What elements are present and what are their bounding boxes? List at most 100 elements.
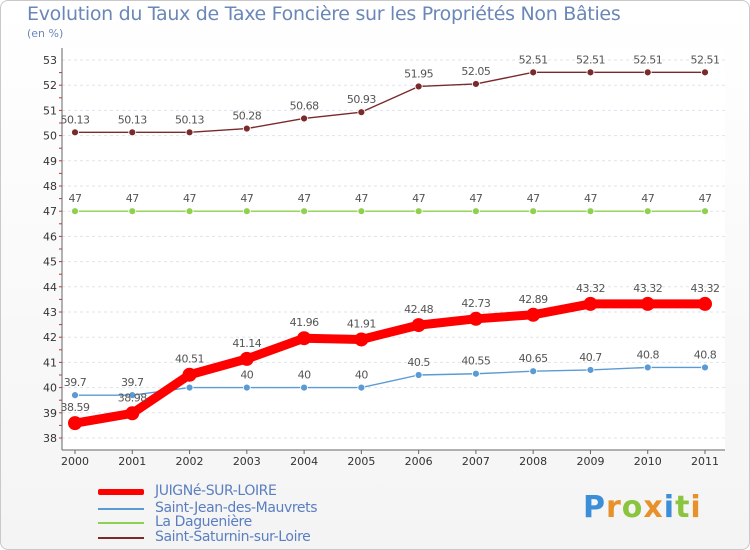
x-tick-label: 2009 [576,455,604,468]
data-label-saint-saturnin-sur-loire: 50.13 [118,113,147,126]
data-label-saint-saturnin-sur-loire: 52.51 [633,53,662,66]
data-point-juign-sur-loire [526,307,541,322]
data-point-saint-saturnin-sur-loire [185,128,194,137]
data-label-saint-jean-des-mauvrets: 40.55 [461,355,490,368]
series-line-saint-saturnin-sur-loire [74,71,706,134]
x-tick-label: 2004 [290,455,318,468]
data-point-saint-jean-des-mauvrets [529,367,538,376]
data-label-saint-jean-des-mauvrets: 40 [240,369,253,382]
data-label-la-dagueni-re: 47 [126,192,139,205]
data-point-la-dagueni-re [71,207,79,216]
data-point-saint-jean-des-mauvrets [357,383,366,392]
data-point-la-dagueni-re [472,207,480,216]
data-label-saint-jean-des-mauvrets: 40.8 [694,348,717,361]
data-label-la-dagueni-re: 47 [298,192,311,205]
data-label-saint-jean-des-mauvrets: 40.8 [636,348,659,361]
data-point-juign-sur-loire [68,416,82,431]
data-point-saint-saturnin-sur-loire [71,128,79,137]
data-point-saint-jean-des-mauvrets [185,383,194,392]
data-point-saint-saturnin-sur-loire [414,82,423,91]
data-point-saint-saturnin-sur-loire [529,68,538,77]
data-label-juign-sur-loire: 43.32 [691,282,720,295]
data-label-saint-saturnin-sur-loire: 50.13 [175,113,204,126]
data-label-saint-saturnin-sur-loire: 50.93 [347,93,376,106]
logo-letter: t [675,490,691,525]
y-tick-label: 43 [43,306,57,319]
data-point-juign-sur-loire [182,367,197,382]
y-tick-label: 41 [43,356,57,369]
data-label-la-dagueni-re: 47 [412,192,425,205]
legend-label-juigne: JUIGNé-SUR-LOIRE [155,483,277,499]
data-point-saint-jean-des-mauvrets [414,371,423,379]
logo-letter: r [606,490,622,525]
data-point-juign-sur-loire [411,318,426,333]
x-tick-label: 2000 [61,455,89,468]
logo-letter: x [643,490,664,525]
data-point-la-dagueni-re [643,207,652,216]
data-label-saint-saturnin-sur-loire: 50.68 [290,99,319,112]
legend-label-daguenière: La Daguenière [155,514,252,530]
data-label-juign-sur-loire: 41.14 [232,337,261,350]
data-label-juign-sur-loire: 43.32 [633,282,662,295]
data-label-juign-sur-loire: 41.96 [290,316,319,329]
data-point-saint-jean-des-mauvrets [472,369,480,378]
x-tick-label: 2008 [519,455,547,468]
data-point-saint-saturnin-sur-loire [242,124,251,133]
data-point-la-dagueni-re [414,207,423,216]
legend-swatch-saint-jean [98,508,144,510]
data-point-juign-sur-loire [640,296,655,311]
data-point-juign-sur-loire [297,331,312,346]
data-point-juign-sur-loire [354,332,369,347]
data-label-juign-sur-loire: 41.91 [347,317,376,330]
data-point-saint-saturnin-sur-loire [643,68,652,77]
x-tick-label: 2010 [634,455,662,468]
y-tick-label: 47 [43,205,57,218]
data-point-juign-sur-loire [468,311,483,326]
y-tick-label: 44 [43,281,57,294]
legend-label-saint-jean: Saint-Jean-des-Mauvrets [155,500,318,516]
series-line-saint-jean-des-mauvrets [74,366,706,396]
x-tick-label: 2011 [691,455,719,468]
data-point-juign-sur-loire [698,296,712,311]
data-label-juign-sur-loire: 42.89 [519,293,548,306]
data-label-saint-saturnin-sur-loire: 50.13 [61,113,90,126]
x-tick-label: 2001 [118,455,146,468]
data-label-saint-jean-des-mauvrets: 40 [298,369,311,382]
series-line-juign-sur-loire [70,299,710,428]
data-point-la-dagueni-re [128,207,137,216]
data-label-la-dagueni-re: 47 [183,192,196,205]
data-label-saint-saturnin-sur-loire: 52.05 [461,65,490,78]
data-point-juign-sur-loire [239,351,254,366]
data-point-juign-sur-loire [583,296,598,311]
data-label-saint-jean-des-mauvrets: 39.7 [64,376,87,389]
data-label-saint-jean-des-mauvrets: 40.5 [407,356,430,369]
logo-letter: P [583,490,606,525]
data-point-juign-sur-loire [125,406,140,421]
y-tick-label: 38 [43,432,57,445]
data-point-la-dagueni-re [586,207,595,216]
proxiti-logo: Proxiti [583,490,702,525]
data-point-saint-jean-des-mauvrets [701,363,709,372]
logo-letter: i [690,490,702,525]
data-label-saint-jean-des-mauvrets: 39.7 [121,376,144,389]
data-label-juign-sur-loire: 42.73 [461,297,490,310]
data-point-saint-saturnin-sur-loire [472,80,480,88]
data-label-la-dagueni-re: 47 [699,192,712,205]
data-point-saint-jean-des-mauvrets [643,363,652,372]
data-label-juign-sur-loire: 43.32 [576,282,605,295]
y-tick-label: 46 [43,230,57,243]
data-point-saint-saturnin-sur-loire [701,68,709,77]
data-point-saint-jean-des-mauvrets [300,383,308,392]
y-tick-label: 48 [43,180,57,193]
data-label-saint-saturnin-sur-loire: 52.51 [691,53,720,66]
y-tick-label: 49 [43,155,57,168]
y-tick-label: 50 [43,130,57,143]
legend-swatch-daguenière [98,522,144,524]
chart-subtitle: (en %) [27,27,64,40]
data-point-saint-jean-des-mauvrets [242,383,251,392]
data-label-saint-jean-des-mauvrets: 40.7 [579,351,602,364]
x-tick-label: 2006 [405,455,433,468]
data-point-la-dagueni-re [300,207,308,216]
legend-swatch-saint-saturnin [98,537,144,539]
data-point-saint-saturnin-sur-loire [128,128,137,137]
